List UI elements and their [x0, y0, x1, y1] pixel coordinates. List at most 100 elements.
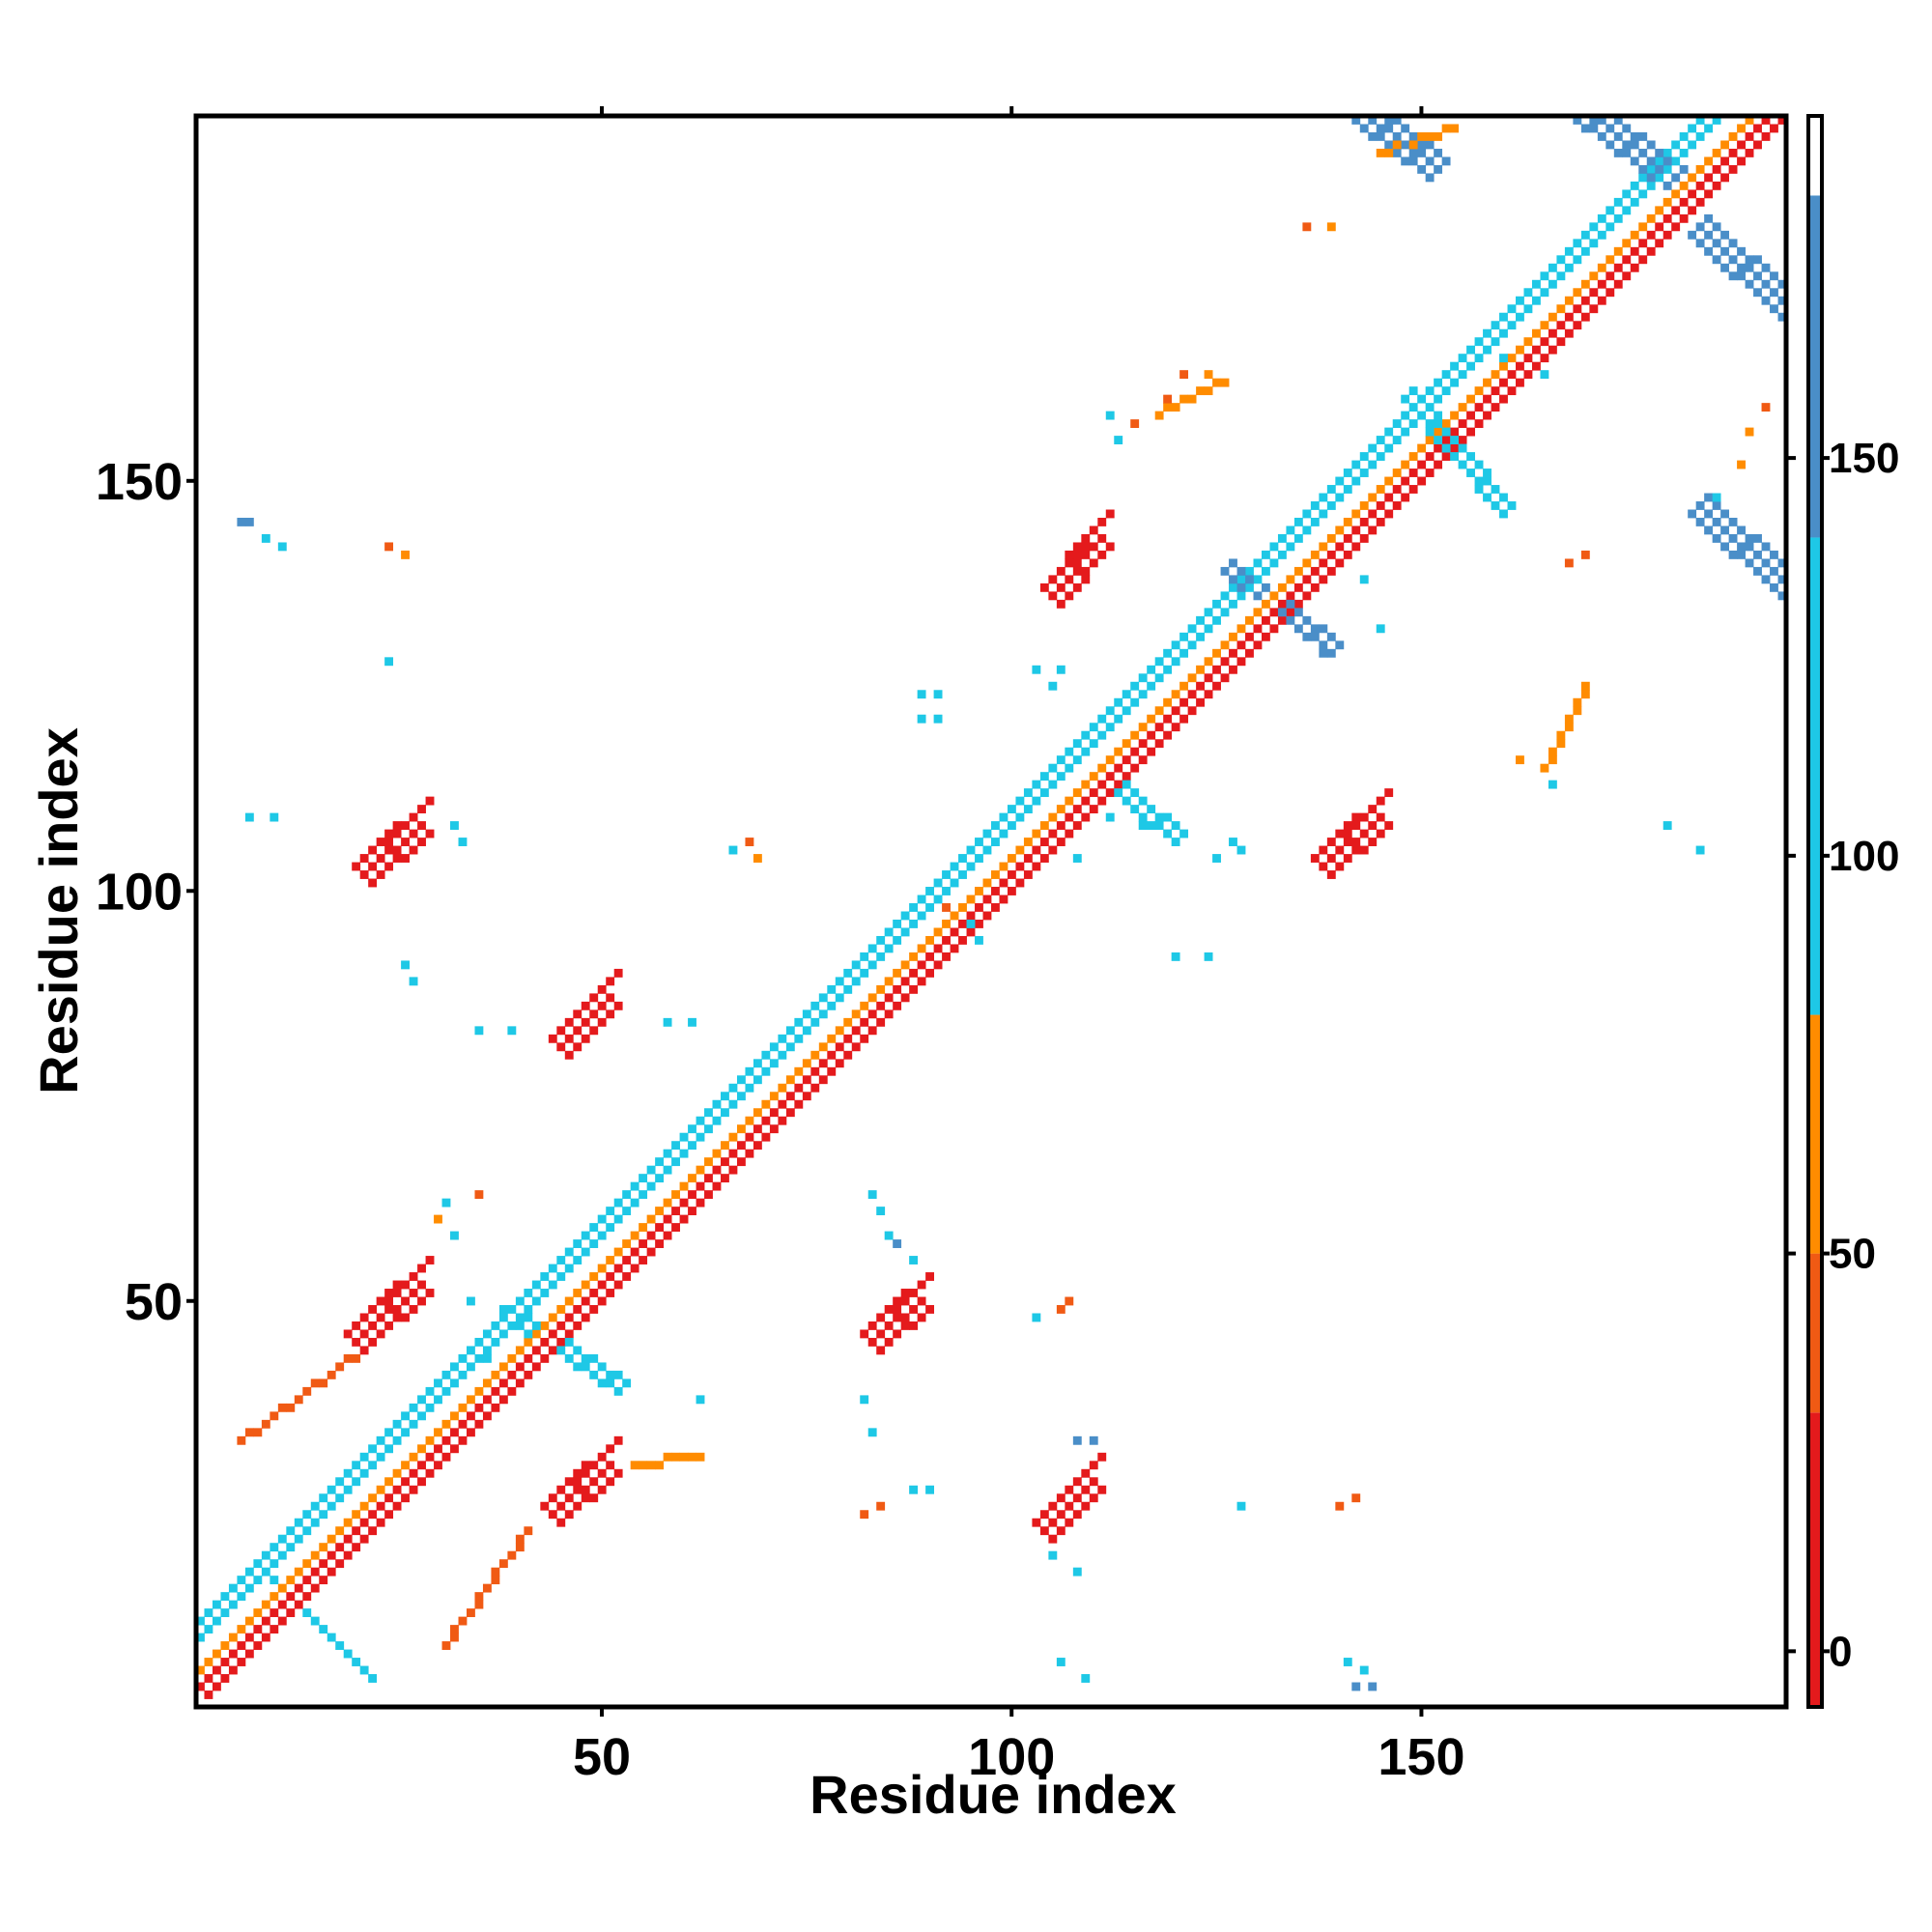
heatmap-cell [1072, 821, 1082, 830]
heatmap-cell [1269, 558, 1279, 568]
heatmap-cell [466, 1346, 475, 1355]
heatmap-cell [581, 1353, 590, 1363]
heatmap-cell [769, 1124, 779, 1134]
heatmap-cell [893, 984, 902, 994]
heatmap-cell [663, 1231, 672, 1240]
heatmap-cell [925, 903, 934, 912]
heatmap-cell [1310, 582, 1320, 592]
heatmap-cell [352, 1658, 361, 1666]
heatmap-cell [753, 1108, 762, 1118]
heatmap-cell [1540, 288, 1549, 298]
heatmap-cell [1728, 517, 1738, 526]
heatmap-cell [1319, 640, 1328, 650]
heatmap-cell [1196, 632, 1205, 641]
heatmap-cell [581, 1362, 590, 1372]
heatmap-cell [1048, 1534, 1058, 1544]
heatmap-cell [597, 1280, 607, 1290]
heatmap-cell [302, 1576, 312, 1585]
heatmap-cell [1695, 501, 1705, 510]
heatmap-cell [794, 1034, 804, 1043]
heatmap-cell [573, 1321, 582, 1330]
heatmap-cell [827, 1034, 837, 1043]
heatmap-cell [1564, 263, 1574, 272]
heatmap-cell [917, 1296, 926, 1306]
heatmap-cell [1589, 304, 1599, 314]
heatmap-cell [1688, 206, 1697, 215]
heatmap-cell [1335, 845, 1345, 855]
heatmap-cell [1368, 1682, 1378, 1691]
heatmap-cell [827, 984, 837, 994]
heatmap-cell [1573, 304, 1582, 314]
heatmap-cell [564, 1017, 574, 1027]
heatmap-cell [1434, 411, 1443, 420]
heatmap-cell [1089, 526, 1098, 535]
heatmap-cell [1236, 1501, 1246, 1511]
heatmap-cell [1728, 164, 1738, 174]
heatmap-cell [663, 1214, 672, 1224]
heatmap-cell [745, 1149, 754, 1158]
heatmap-cell [1359, 469, 1369, 477]
heatmap-cell [589, 1493, 599, 1503]
heatmap-cell [671, 1223, 680, 1232]
heatmap-cell [606, 1444, 615, 1454]
heatmap-cell [1319, 509, 1328, 519]
heatmap-cell [384, 838, 394, 846]
heatmap-cell [1261, 615, 1270, 625]
heatmap-cell [524, 1370, 533, 1379]
heatmap-cell [1376, 452, 1385, 461]
heatmap-cell [835, 1059, 844, 1068]
heatmap-cell [1023, 788, 1033, 798]
heatmap-cell [589, 1370, 599, 1379]
heatmap-cell [925, 1485, 934, 1494]
heatmap-cell [515, 1362, 525, 1372]
heatmap-cell [1343, 1658, 1352, 1666]
heatmap-cell [1408, 452, 1418, 461]
heatmap-cell [1212, 599, 1221, 609]
heatmap-cell [1466, 394, 1475, 404]
heatmap-cell [1704, 173, 1714, 183]
heatmap-cell [319, 1559, 328, 1569]
x-axis-ticks: 50 100 150 [573, 106, 1464, 1786]
heatmap-cell [548, 1510, 557, 1520]
heatmap-cell [352, 1461, 361, 1470]
heatmap-cell [1048, 1550, 1058, 1560]
heatmap-cell [1236, 575, 1246, 584]
heatmap-cell [335, 1543, 345, 1552]
heatmap-cell [688, 1141, 696, 1151]
heatmap-cell [1458, 460, 1467, 469]
heatmap-cell [1326, 533, 1336, 543]
heatmap-cell [1122, 739, 1131, 749]
heatmap-cell [482, 1353, 492, 1363]
heatmap-cell [417, 821, 426, 830]
heatmap-cell [1556, 321, 1566, 330]
heatmap-cell [663, 1149, 672, 1158]
heatmap-cell [392, 1419, 402, 1429]
heatmap-cell [507, 1321, 517, 1330]
heatmap-cell [1376, 796, 1385, 806]
heatmap-cell [450, 1633, 459, 1642]
heatmap-cell [1580, 550, 1590, 559]
heatmap-cell [1434, 394, 1443, 404]
heatmap-cell [261, 1600, 270, 1609]
heatmap-cell [1761, 131, 1771, 141]
heatmap-cell [196, 1616, 205, 1626]
heatmap-cell [1261, 582, 1270, 592]
heatmap-cell [1138, 755, 1148, 765]
heatmap-cell [1384, 788, 1394, 798]
heatmap-cell [1122, 796, 1131, 806]
heatmap-cell [728, 1099, 738, 1109]
heatmap-cell [1179, 681, 1189, 691]
heatmap-cell [1646, 140, 1656, 150]
heatmap-cell [1704, 156, 1714, 166]
heatmap-cell [376, 838, 385, 846]
heatmap-cell [401, 1411, 410, 1421]
heatmap-cell [900, 1296, 910, 1306]
heatmap-cell [1425, 452, 1435, 461]
heatmap-cell [1293, 517, 1303, 526]
heatmap-cell [622, 1378, 632, 1388]
heatmap-cell [302, 1592, 312, 1602]
heatmap-cell [1065, 812, 1074, 822]
heatmap-cell [1065, 747, 1074, 756]
heatmap-cell [1130, 788, 1140, 798]
heatmap-cell [728, 1083, 738, 1093]
